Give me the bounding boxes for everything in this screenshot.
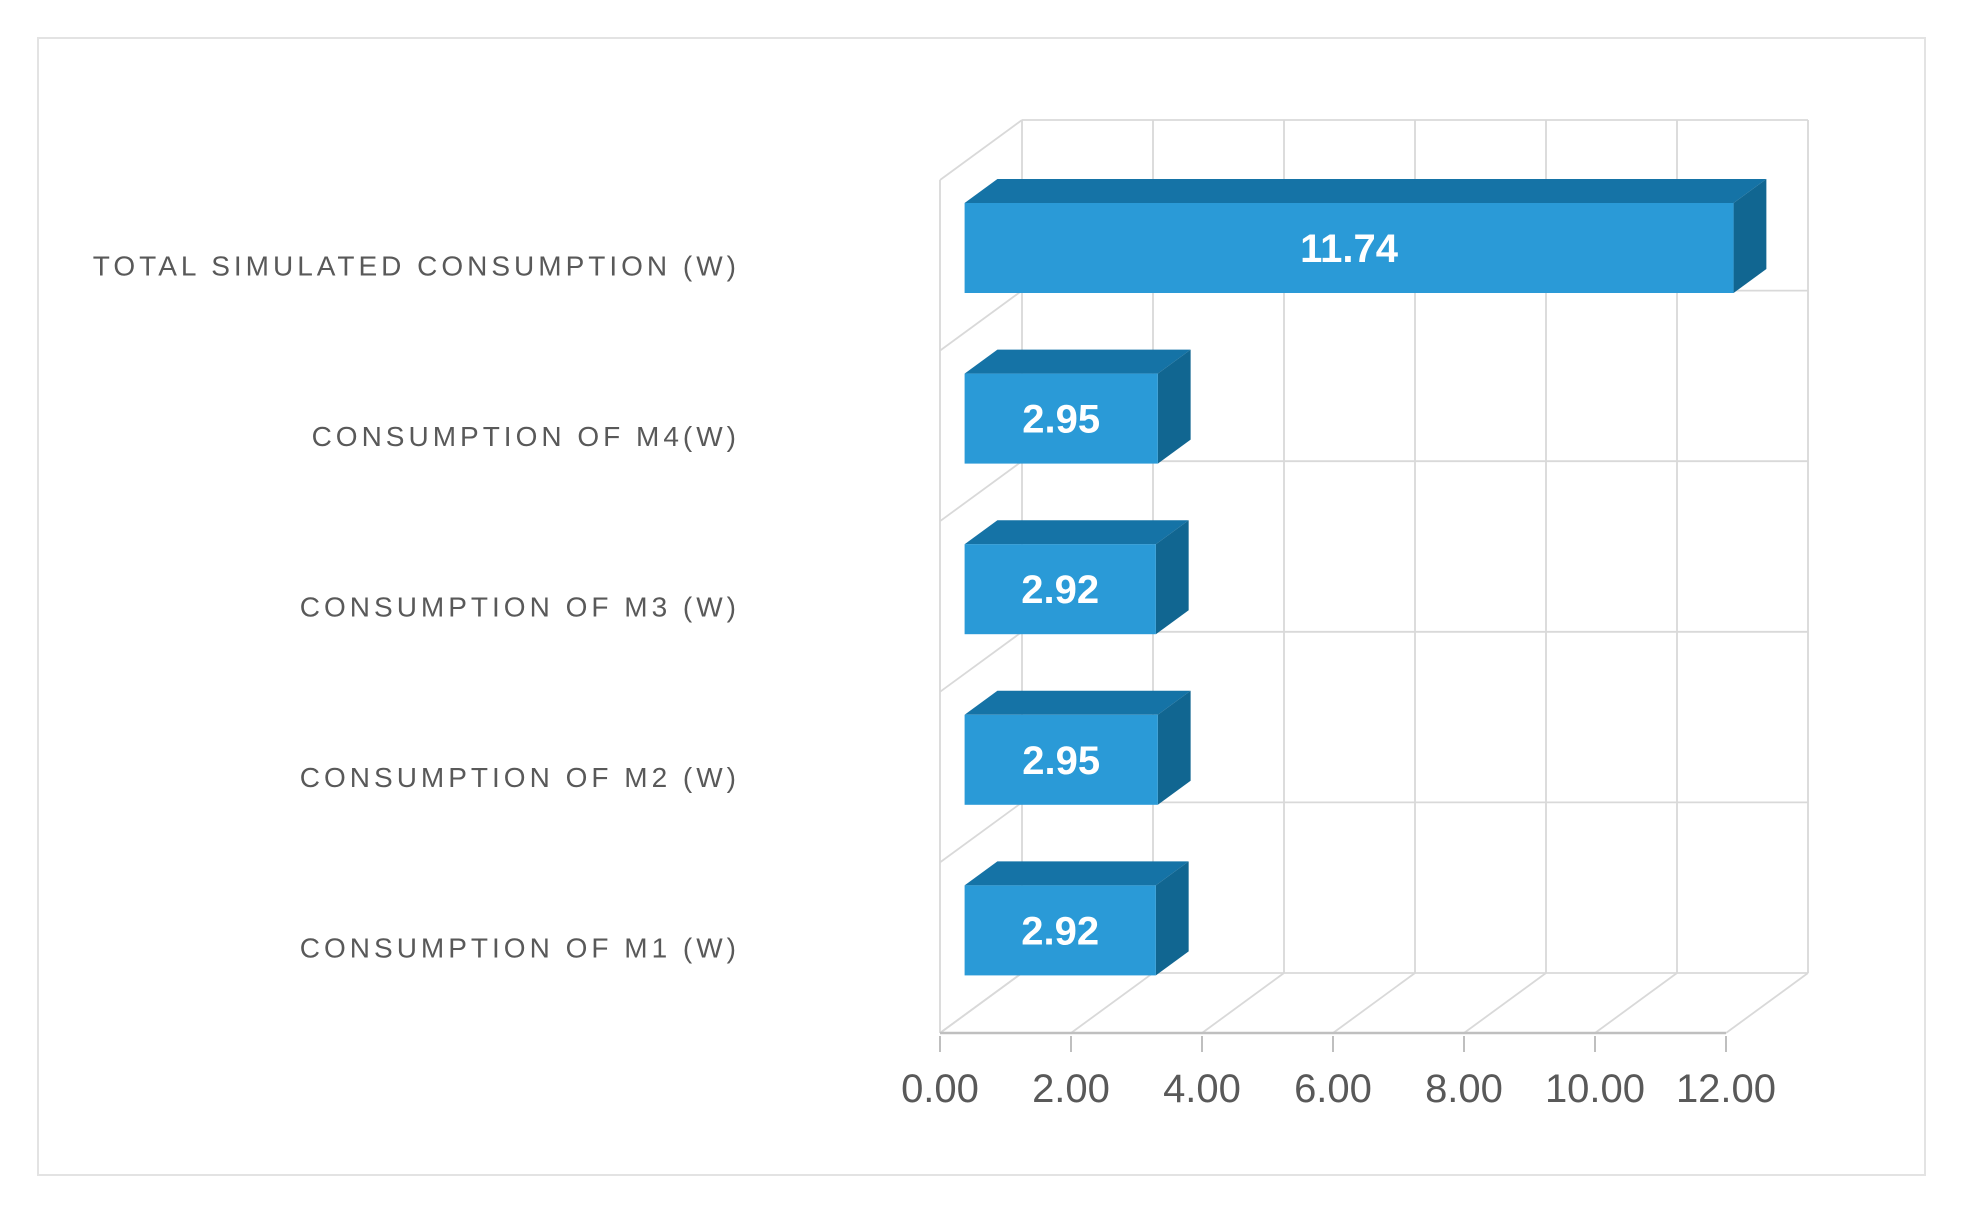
- bar-top-face: [964, 690, 1191, 715]
- floor-gridline: [1594, 972, 1678, 1034]
- side-wall-gridline: [939, 631, 1023, 693]
- x-axis-tick-label: 12.00: [1676, 1067, 1776, 1111]
- bar-top-face: [964, 520, 1189, 545]
- category-label: TOTAL SIMULATED CONSUMPTION (W): [93, 250, 740, 281]
- data-label: 2.95: [1022, 739, 1100, 783]
- x-axis-ticks: [939, 1036, 1727, 1052]
- bar-series: 11.74 2.95 2.92 2.95 2.92: [964, 179, 1767, 976]
- bar-side-face: [1733, 179, 1767, 293]
- x-axis-tick-label: 0.00: [901, 1067, 979, 1111]
- side-wall-gridline: [939, 460, 1023, 522]
- floor-gridline: [1463, 972, 1547, 1034]
- floor-gridline: [1070, 972, 1154, 1034]
- bar-front-face: [964, 714, 1158, 805]
- x-axis-tick-label: 4.00: [1163, 1067, 1241, 1111]
- bar-top-face: [964, 179, 1767, 203]
- x-axis-tick-label: 10.00: [1545, 1067, 1645, 1111]
- bar[interactable]: 2.92: [964, 861, 1189, 976]
- bar-top-face: [964, 349, 1191, 374]
- bar[interactable]: 2.95: [964, 349, 1191, 464]
- side-wall-gridline: [939, 119, 1023, 181]
- bar-front-face: [964, 203, 1734, 293]
- bar[interactable]: 2.92: [964, 520, 1189, 635]
- x-axis-labels: 0.00 2.00 4.00 6.00 8.00 10.00 12.00: [901, 1067, 1776, 1111]
- data-label: 11.74: [1300, 227, 1399, 271]
- category-axis-labels: TOTAL SIMULATED CONSUMPTION (W) CONSUMPTI…: [93, 250, 740, 964]
- bar-front-face: [964, 885, 1156, 976]
- x-axis-tick-label: 8.00: [1425, 1067, 1503, 1111]
- floor-gridline: [1725, 972, 1809, 1034]
- data-label: 2.95: [1022, 398, 1100, 442]
- bar-side-face: [1157, 690, 1191, 805]
- x-axis-tick-label: 2.00: [1032, 1067, 1110, 1111]
- bar-front-face: [964, 544, 1156, 635]
- x-axis-tick-label: 6.00: [1294, 1067, 1372, 1111]
- bar[interactable]: 11.74: [964, 179, 1767, 293]
- side-wall-gridline: [939, 289, 1023, 352]
- data-label: 2.92: [1021, 909, 1099, 953]
- bar-side-face: [1155, 520, 1189, 635]
- category-label: CONSUMPTION OF M3 (W): [300, 592, 740, 623]
- data-label: 2.92: [1021, 568, 1099, 612]
- category-label: CONSUMPTION OF M1 (W): [300, 933, 740, 964]
- side-wall-gridline: [939, 801, 1023, 864]
- category-label: CONSUMPTION OF M4(W): [312, 421, 740, 452]
- floor-gridline: [1201, 972, 1285, 1034]
- bar[interactable]: 2.95: [964, 690, 1191, 805]
- floor-gridline: [1332, 972, 1416, 1034]
- side-wall-gridline: [939, 972, 1023, 1034]
- bar-front-face: [964, 373, 1158, 464]
- bar-top-face: [964, 861, 1189, 886]
- bar-side-face: [1157, 349, 1191, 464]
- category-label: CONSUMPTION OF M2 (W): [300, 762, 740, 793]
- bar-side-face: [1155, 861, 1189, 976]
